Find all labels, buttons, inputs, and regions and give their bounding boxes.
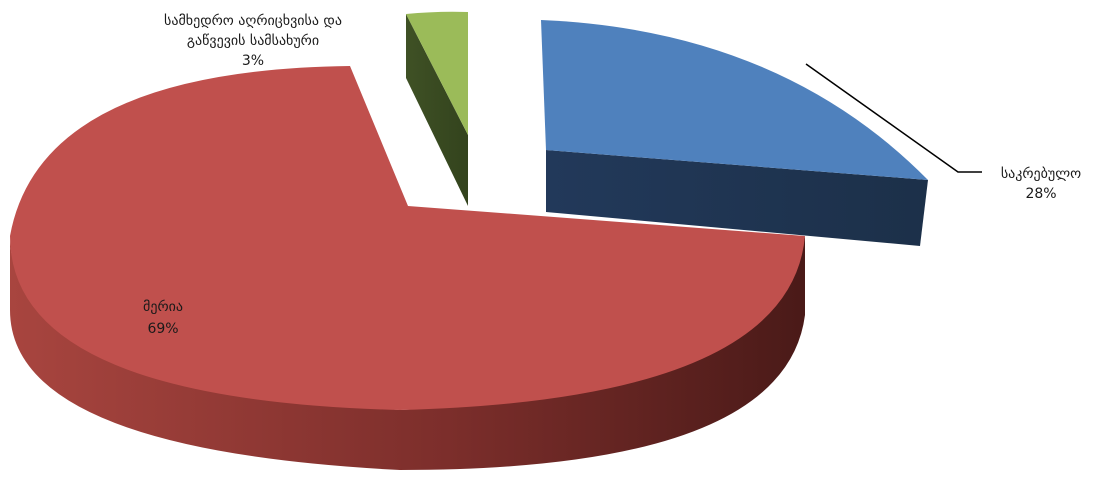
slice-side-military: [406, 14, 468, 206]
label-sakrebulo-name: საკრებულო: [1001, 165, 1081, 182]
slice-meria: [10, 66, 805, 410]
slice-military: [406, 11, 468, 135]
label-meria-name: მერია: [143, 298, 183, 315]
leader-line-sakrebulo: [805, 63, 982, 173]
label-military-percent: 3%: [242, 53, 264, 69]
slice-side-sakrebulo: [546, 150, 928, 246]
slice-side-meria: [10, 236, 805, 470]
label-military-name-line2: გაწვევის სამსახური: [187, 32, 319, 49]
label-sakrebulo-percent: 28%: [1025, 186, 1056, 202]
label-military-name-line1: სამხედრო აღრიცხვისა და: [164, 12, 342, 29]
label-meria-percent: 69%: [147, 321, 178, 337]
slice-sakrebulo: [541, 20, 928, 180]
